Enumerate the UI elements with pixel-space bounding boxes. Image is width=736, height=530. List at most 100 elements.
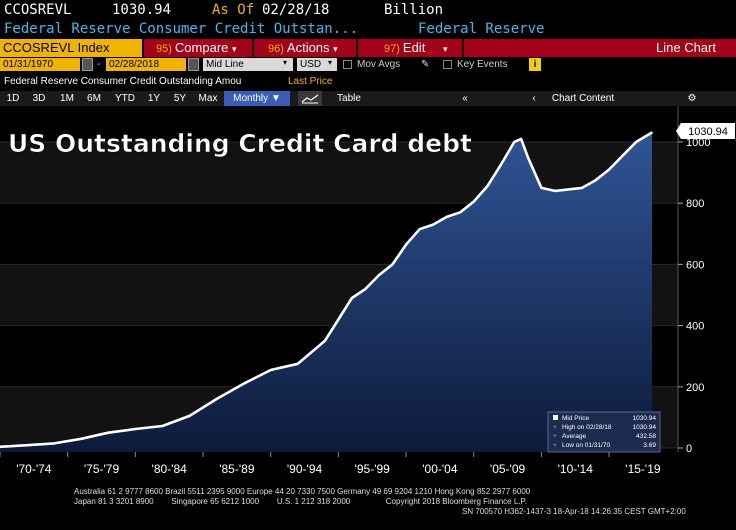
date-separator: - [97, 59, 101, 70]
x-tick-label: '95-'99 [355, 462, 391, 476]
compare-hotkey: 95) [156, 43, 172, 55]
start-date-field[interactable]: 01/31/1970 [0, 58, 80, 71]
data-point [324, 340, 326, 342]
legend-value-average: 432.58 [636, 433, 656, 440]
data-point [445, 216, 448, 218]
x-tick-label: '05-'09 [490, 462, 526, 476]
y-tick-label: 600 [686, 259, 704, 271]
y-tick-label: 1000 [686, 137, 710, 149]
x-tick-label: '80-'84 [152, 462, 188, 476]
actions-hotkey: 96) [268, 43, 284, 55]
x-tick-label: '75-'79 [84, 462, 120, 476]
period-1y-button[interactable]: 1Y [147, 93, 161, 104]
data-point [581, 187, 583, 189]
collapse-left-icon[interactable]: « [462, 93, 468, 104]
table-button[interactable]: Table [337, 93, 361, 104]
data-point [472, 200, 475, 203]
legend: Mid Price 1030.94 + High on 02/28/18 103… [547, 411, 661, 453]
data-point [520, 138, 522, 140]
compare-button[interactable]: 95) Compare ▾ [156, 39, 237, 57]
chevron-down-icon: ▾ [283, 58, 288, 67]
y-axis-ticks: 0 200 400 600 800 1000 [678, 137, 710, 455]
toolbar-divider [462, 39, 464, 57]
key-events-checkbox[interactable] [443, 60, 452, 69]
data-point [391, 263, 394, 266]
header-ticker: CCOSREVL [4, 2, 72, 18]
data-point [26, 444, 28, 447]
currency-select[interactable]: USD [297, 58, 337, 71]
last-price-label: Last Price [288, 76, 333, 87]
data-point [161, 425, 164, 427]
data-point [540, 187, 543, 189]
header-as-of-date: 02/28/18 [262, 2, 330, 18]
edit-label: Edit [402, 40, 426, 55]
toolbar-divider [252, 39, 254, 57]
security-description: Federal Reserve Consumer Credit Outstand… [4, 76, 242, 87]
legend-label-high: High on 02/28/18 [562, 424, 612, 431]
data-point [527, 156, 529, 159]
frequency-label: Monthly [233, 93, 269, 104]
chart-content-button[interactable]: Chart Content [551, 93, 615, 104]
data-point [486, 185, 489, 188]
ticker-input[interactable]: CCOSREVL Index [0, 39, 142, 57]
line-type-select[interactable]: Mid Line [203, 58, 293, 71]
info-icon[interactable]: i [529, 58, 541, 71]
data-point [513, 141, 516, 143]
y-tick-label: 400 [686, 321, 704, 333]
period-5y-button[interactable]: 5Y [173, 93, 187, 104]
data-point [188, 415, 191, 417]
y-tick-label: 200 [686, 382, 704, 394]
chart-title: US Outstanding Credit Card debt [8, 129, 472, 158]
legend-swatch [553, 415, 558, 420]
data-point [378, 274, 380, 276]
period-ytd-button[interactable]: YTD [115, 93, 135, 104]
header-source: Federal Reserve [418, 21, 545, 37]
data-point [405, 243, 407, 246]
last-value-label: 1030.94 [688, 126, 728, 138]
data-point [242, 382, 245, 385]
header-description: Federal Reserve Consumer Credit Outstan.… [4, 21, 359, 37]
data-point [608, 168, 610, 171]
x-tick-label: '70-'74 [16, 462, 52, 476]
mov-avgs-checkbox[interactable] [343, 60, 352, 69]
legend-label-low: Low on 01/31/70 [562, 442, 610, 449]
pencil-icon[interactable]: ✎ [421, 59, 430, 70]
calendar-icon[interactable] [82, 58, 93, 71]
chart-type-label[interactable]: Line Chart [656, 40, 716, 55]
end-date-field[interactable]: 02/28/2018 [106, 58, 186, 71]
frequency-select[interactable]: Monthly ▼ [224, 91, 290, 106]
period-1d-button[interactable]: 1D [6, 93, 20, 104]
data-point [364, 288, 367, 290]
chevron-down-icon: ▾ [232, 44, 237, 54]
data-point [107, 431, 110, 434]
footer-contact-line-1: Australia 61 2 9777 8600 Brazil 5511 239… [74, 487, 531, 496]
chevron-left-icon[interactable]: ‹ [532, 93, 536, 104]
data-point [594, 179, 597, 182]
mov-avgs-label: Mov Avgs [357, 59, 401, 70]
data-point [215, 398, 218, 400]
line-chart-glyph [301, 94, 319, 104]
data-point [53, 442, 55, 445]
gear-icon[interactable]: ⚙ [687, 93, 697, 104]
line-chart-icon[interactable] [298, 91, 322, 106]
x-tick-label: '10-'14 [558, 462, 594, 476]
data-point [554, 190, 556, 192]
footer-session-line: SN 700570 H362-1437-3 18-Apr-18 14:26:35… [462, 507, 686, 516]
period-3d-button[interactable]: 3D [32, 93, 46, 104]
key-events-label: Key Events [457, 59, 508, 70]
toolbar-divider [142, 39, 144, 57]
actions-button[interactable]: 96) Actions ▾ [268, 39, 338, 57]
edit-button[interactable]: 97) Edit ▾ [384, 39, 447, 57]
period-6m-button[interactable]: 6M [87, 93, 101, 104]
x-tick-label: '00-'04 [422, 462, 458, 476]
y-tick-label: 800 [686, 198, 704, 210]
period-1m-button[interactable]: 1M [60, 93, 74, 104]
calendar-icon[interactable] [188, 58, 199, 71]
y-tick-label: 0 [686, 443, 692, 455]
series-line [0, 131, 653, 449]
data-point [500, 164, 502, 166]
last-value-tag: 1030.94 [676, 123, 735, 139]
chart-area: 0 200 400 600 800 1000 '70-'74 '75-'79 '80-'84 '… [0, 106, 736, 476]
chevron-down-icon: ▾ [442, 44, 448, 54]
period-max-button[interactable]: Max [198, 93, 218, 104]
